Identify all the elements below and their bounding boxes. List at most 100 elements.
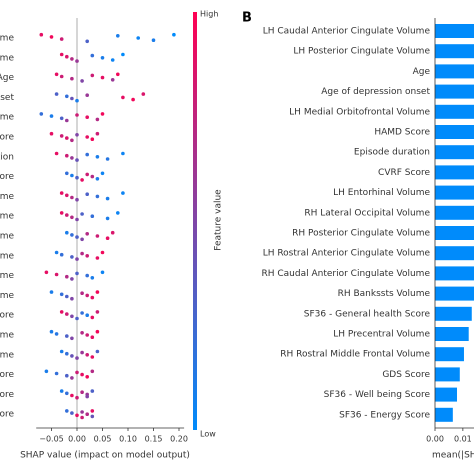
- shap-point: [75, 158, 79, 162]
- shap-point: [70, 215, 74, 220]
- shap-point: [85, 394, 89, 399]
- shap-point: [70, 277, 74, 281]
- y-tick-label: LH Rostral Anterior Cingulate Volume: [263, 249, 431, 259]
- shap-point: [75, 316, 79, 321]
- bar: [435, 266, 474, 281]
- shap-point: [65, 230, 69, 235]
- shap-point: [95, 256, 100, 260]
- shap-point: [70, 76, 74, 81]
- y-tick-label: GDS Score: [382, 370, 430, 380]
- x-tick-label: 0.05: [94, 435, 112, 444]
- y-tick-label: LH Posterior Cingulate Volume: [293, 47, 430, 57]
- shap-point: [80, 237, 84, 242]
- shap-point: [90, 409, 95, 413]
- bar: [435, 185, 474, 200]
- y-tick-label: GDS Score: [0, 370, 14, 380]
- y-tick-label: SF36 - Energy Score: [0, 410, 14, 420]
- shap-point: [110, 230, 115, 235]
- shap-point: [95, 349, 100, 354]
- x-axis-label: SHAP value (impact on model output): [20, 451, 190, 461]
- shap-point: [80, 251, 84, 256]
- shap-point: [65, 94, 69, 99]
- shap-point: [100, 75, 105, 80]
- y-tick-label: HAMD Score: [374, 128, 430, 138]
- y-tick-label: CVRF Score: [378, 168, 430, 178]
- shap-point: [80, 79, 84, 83]
- y-tick-label: LH Medial Orbitofrontal Volume: [0, 113, 14, 123]
- shap-point: [54, 92, 59, 96]
- shap-point: [70, 96, 74, 101]
- shap-point: [70, 336, 74, 341]
- shap-point: [75, 59, 79, 63]
- shap-point: [85, 93, 89, 97]
- bar: [435, 145, 474, 160]
- y-tick-label: RH Bankssts Volume: [0, 291, 14, 301]
- y-tick-label: SF36 - General health Score: [304, 309, 431, 319]
- shap-point: [90, 335, 95, 340]
- shap-point: [75, 271, 79, 276]
- shap-point: [75, 175, 79, 180]
- y-tick-label: Age of depression onset: [321, 87, 430, 97]
- shap-point: [85, 254, 89, 258]
- shap-point: [59, 37, 64, 41]
- shap-point: [65, 153, 69, 158]
- x-tick-label: 0.15: [145, 435, 163, 444]
- shap-point: [44, 369, 49, 374]
- shap-point: [116, 34, 120, 38]
- shap-point: [85, 333, 89, 337]
- shap-point: [75, 235, 79, 239]
- shap-point: [75, 98, 79, 103]
- shap-point: [59, 52, 64, 57]
- y-tick-label: RH Caudal Anterior Cingulate Volume: [262, 269, 431, 279]
- shap-point: [65, 118, 69, 123]
- shap-point: [100, 250, 105, 255]
- shap-point: [85, 375, 89, 379]
- shap-point: [85, 273, 89, 278]
- y-tick-label: SF36 - Well being Score: [324, 390, 431, 400]
- shap-point: [85, 172, 89, 177]
- shap-point: [65, 136, 69, 140]
- shap-point: [59, 211, 64, 215]
- y-tick-label: RH Rostral Middle Frontal Volume: [0, 350, 14, 360]
- shap-point: [105, 236, 110, 240]
- shap-point: [59, 310, 64, 314]
- shap-point: [39, 32, 44, 37]
- shap-point: [90, 389, 95, 393]
- shap-point: [65, 294, 69, 299]
- shap-point: [100, 112, 105, 116]
- shap-point: [90, 174, 95, 179]
- shap-point: [100, 56, 105, 60]
- shap-point: [141, 92, 146, 96]
- bar: [435, 84, 474, 99]
- y-tick-label: Age of depression onset: [0, 93, 14, 103]
- shap-point: [85, 313, 89, 318]
- shap-point: [75, 133, 79, 137]
- shap-point: [54, 332, 59, 336]
- shap-point: [95, 177, 100, 181]
- shap-point: [65, 312, 69, 316]
- shap-point: [65, 373, 69, 378]
- shap-point: [80, 372, 84, 377]
- shap-point: [80, 331, 84, 335]
- shap-point: [75, 370, 79, 375]
- y-tick-label: RH Posterior Cingulate Volume: [0, 232, 14, 242]
- shap-point: [65, 409, 69, 413]
- bar: [435, 44, 474, 59]
- bar: [435, 64, 474, 79]
- y-tick-label: LH Precentral Volume: [0, 331, 14, 341]
- shap-point: [70, 354, 74, 358]
- y-tick-label: LH Medial Orbitofrontal Volume: [289, 107, 430, 117]
- shap-point: [85, 293, 89, 298]
- shap-point: [90, 369, 95, 374]
- y-tick-label: RH Caudal Anterior Cingulate Volume: [0, 271, 14, 281]
- x-tick-label: 0.10: [119, 435, 137, 444]
- shap-point: [65, 171, 69, 176]
- shap-point: [90, 214, 95, 218]
- y-tick-label: Episode duration: [0, 152, 14, 162]
- bar: [435, 104, 474, 119]
- shap-point: [65, 213, 69, 217]
- y-tick-label: Episode duration: [354, 148, 430, 158]
- shap-point: [85, 39, 89, 44]
- shap-point: [59, 191, 64, 195]
- shap-point: [85, 135, 89, 139]
